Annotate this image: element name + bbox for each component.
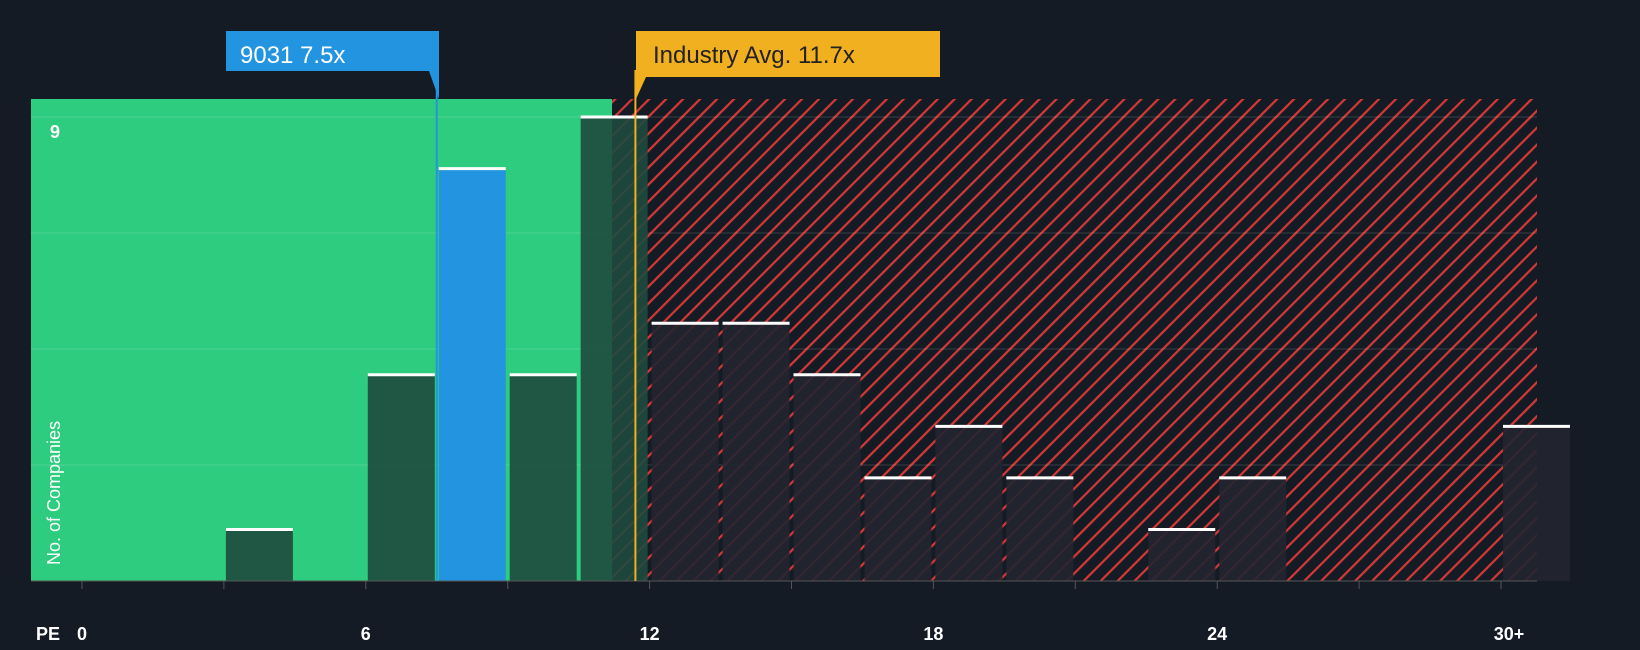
- x-tick-label: 12: [640, 624, 660, 644]
- x-tick-label: 24: [1207, 624, 1227, 644]
- x-tick-label: 0: [77, 624, 87, 644]
- bar: [1148, 529, 1216, 581]
- bar: [438, 168, 506, 581]
- industry-label: Industry Avg. 11.7x: [653, 42, 855, 69]
- bar: [722, 323, 790, 581]
- bar: [1006, 477, 1074, 581]
- bar: [651, 323, 719, 581]
- bar: [1503, 426, 1570, 581]
- x-tick-label: 18: [923, 624, 943, 644]
- bar: [509, 374, 577, 581]
- x-axis-label: PE: [36, 624, 60, 644]
- y-tick-label: 9: [50, 122, 60, 142]
- company-label-box: [226, 31, 439, 99]
- bar: [1219, 477, 1287, 581]
- x-tick-label: 6: [361, 624, 371, 644]
- bar: [580, 117, 648, 582]
- company-label: 9031 7.5x: [240, 42, 345, 69]
- bar: [793, 374, 861, 581]
- bar: [864, 477, 932, 581]
- industry-label-box: [636, 31, 940, 99]
- y-axis-label: No. of Companies: [44, 421, 64, 565]
- bar: [225, 529, 293, 581]
- bar: [367, 374, 435, 581]
- x-tick-label: 30+: [1494, 624, 1525, 644]
- bar: [935, 426, 1003, 581]
